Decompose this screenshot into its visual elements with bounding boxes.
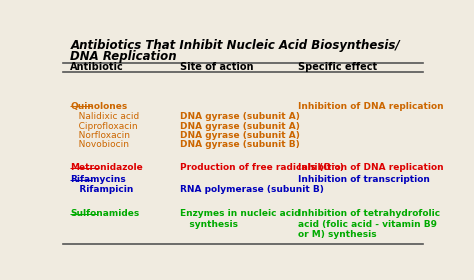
Text: Novobiocin: Novobiocin — [70, 140, 129, 149]
Text: Antibiotic: Antibiotic — [70, 62, 124, 73]
Text: Rifamycins: Rifamycins — [70, 175, 126, 184]
Text: Enzymes in nucleic acid
   synthesis: Enzymes in nucleic acid synthesis — [181, 209, 301, 229]
Text: Ciprofloxacin: Ciprofloxacin — [70, 122, 138, 130]
Text: Norfloxacin: Norfloxacin — [70, 131, 130, 140]
Text: Nalidixic acid: Nalidixic acid — [70, 112, 139, 121]
Text: Specific effect: Specific effect — [298, 62, 377, 73]
Text: DNA gyrase (subunit A): DNA gyrase (subunit A) — [181, 131, 301, 140]
Text: Inhibition of DNA replication: Inhibition of DNA replication — [298, 102, 444, 111]
Text: Rifampicin: Rifampicin — [70, 185, 134, 193]
Text: Quinolones: Quinolones — [70, 102, 128, 111]
Text: Antibiotics That Inhibit Nucleic Acid Biosynthesis/: Antibiotics That Inhibit Nucleic Acid Bi… — [70, 39, 400, 52]
Text: Production of free radicals (O⁻₂): Production of free radicals (O⁻₂) — [181, 163, 344, 172]
Text: DNA Replication: DNA Replication — [70, 50, 177, 63]
Text: DNA gyrase (subunit A): DNA gyrase (subunit A) — [181, 122, 301, 130]
Text: Inhibition of DNA replication: Inhibition of DNA replication — [298, 163, 444, 172]
Text: Inhibition of transcription: Inhibition of transcription — [298, 175, 430, 184]
Text: DNA gyrase (subunit A): DNA gyrase (subunit A) — [181, 112, 301, 121]
Text: DNA gyrase (subunit B): DNA gyrase (subunit B) — [181, 140, 300, 149]
Text: RNA polymerase (subunit B): RNA polymerase (subunit B) — [181, 185, 324, 193]
Text: Metronidazole: Metronidazole — [70, 163, 143, 172]
Text: Sulfonamides: Sulfonamides — [70, 209, 139, 218]
Text: Site of action: Site of action — [181, 62, 254, 73]
Text: Inhibition of tetrahydrofolic
acid (folic acid - vitamin B9
or M) synthesis: Inhibition of tetrahydrofolic acid (foli… — [298, 209, 440, 239]
